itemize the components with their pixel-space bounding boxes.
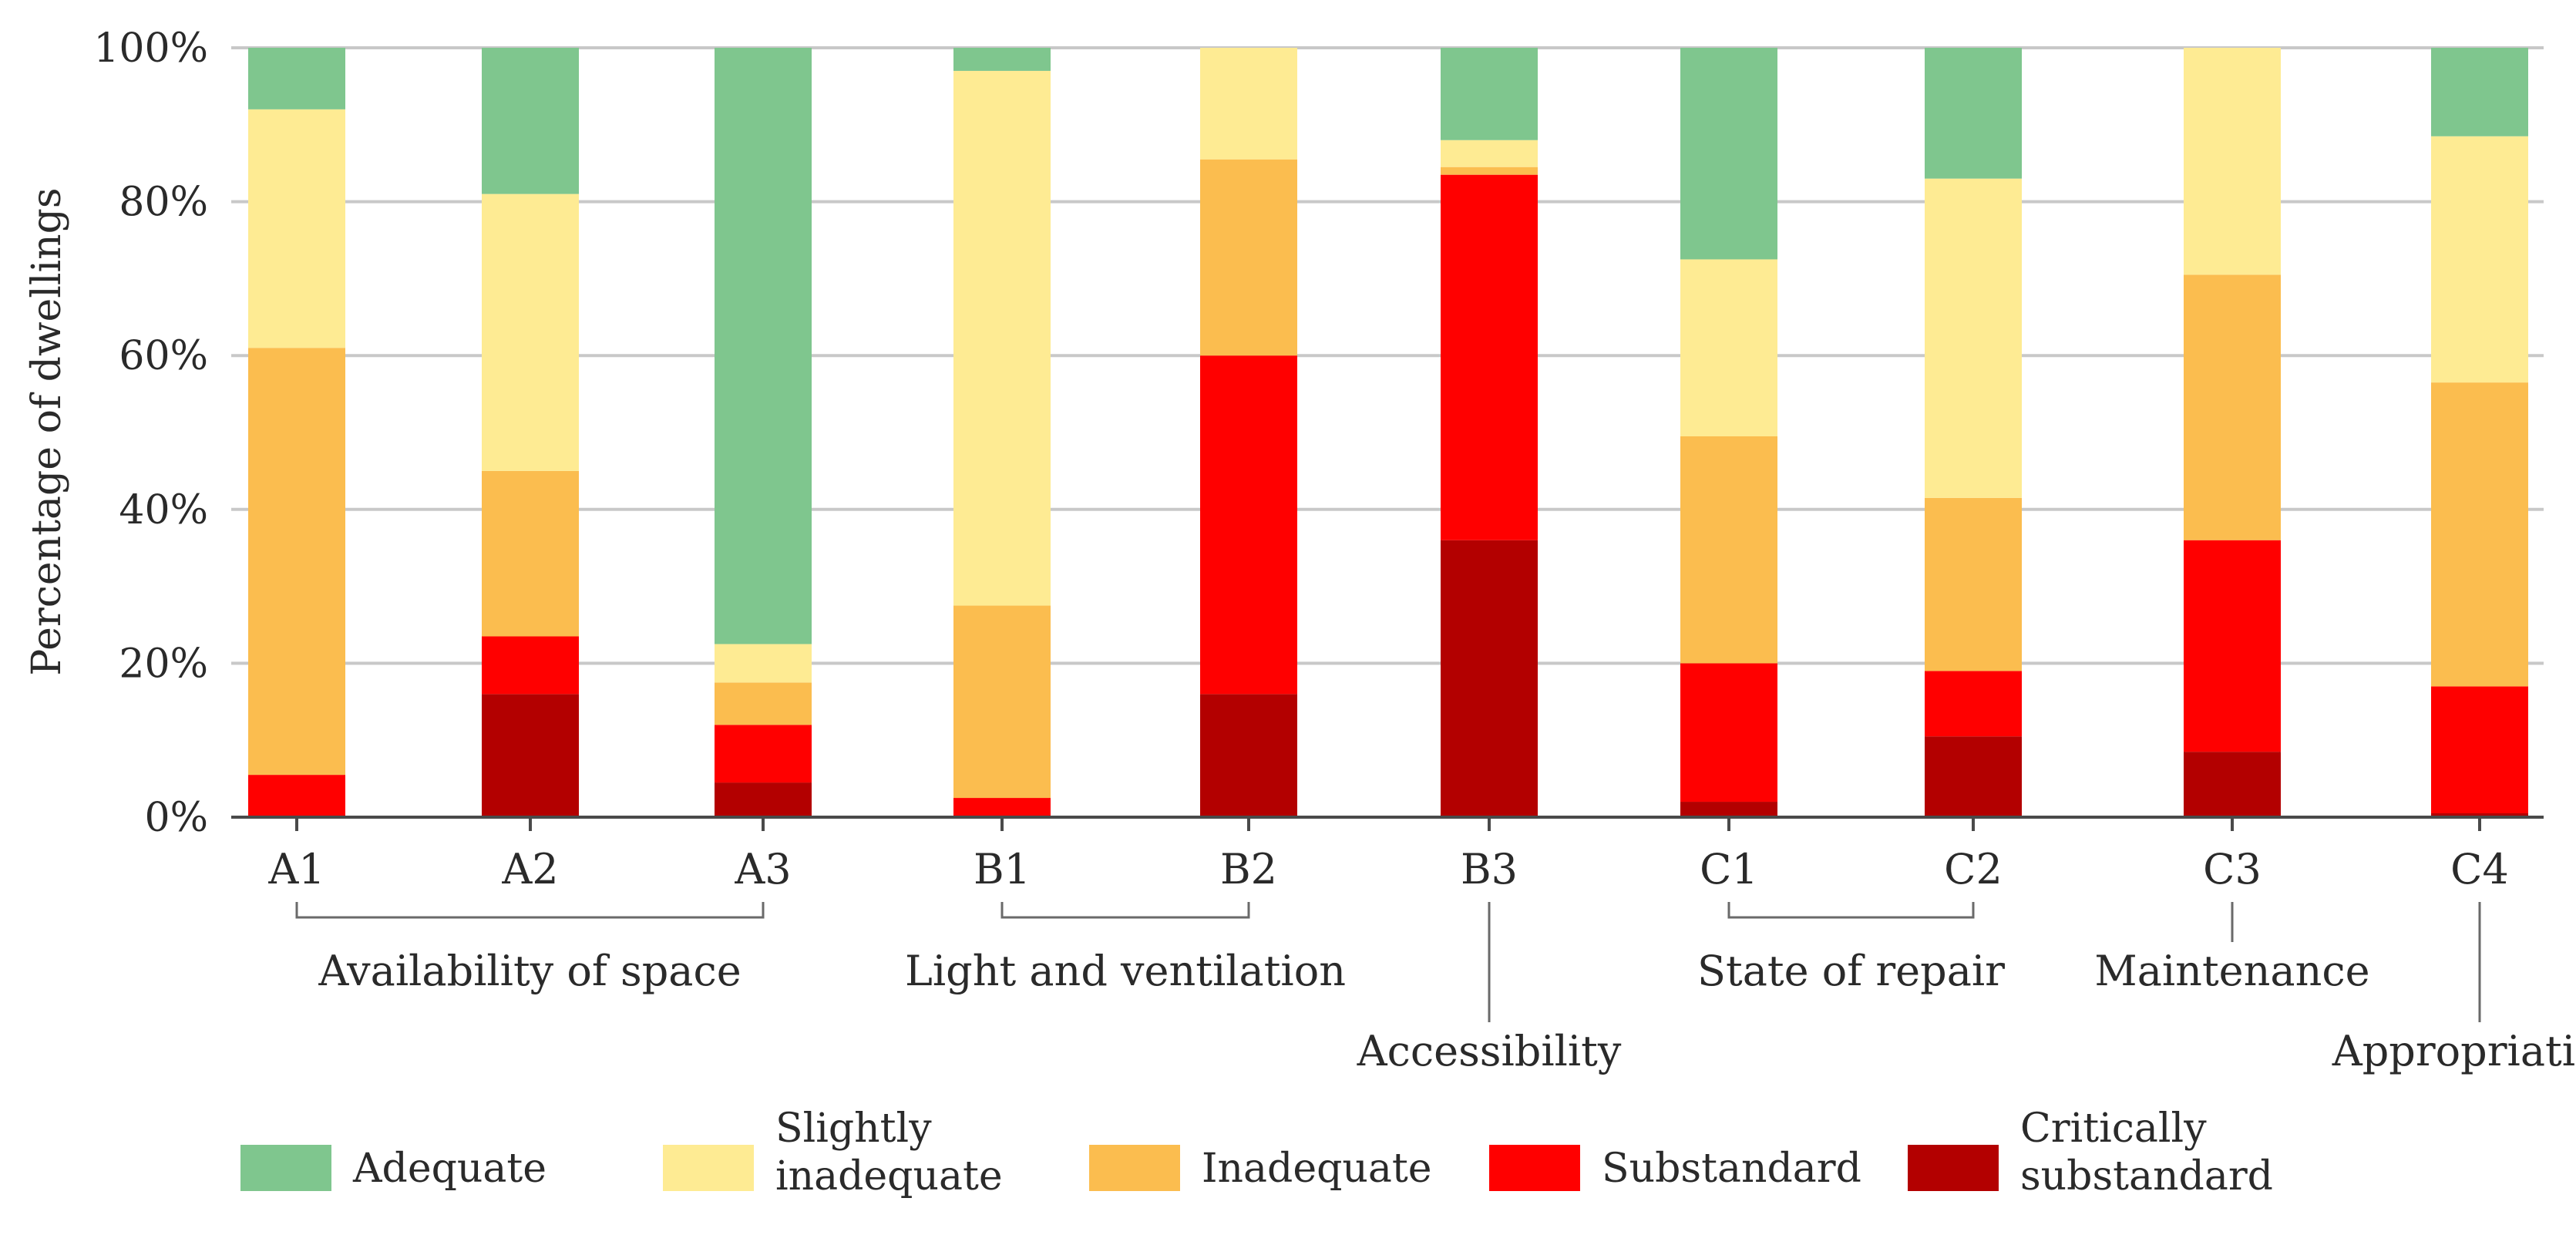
bar-segment-c2-substandard xyxy=(1925,671,2022,737)
bar-segment-b1-substandard xyxy=(953,798,1051,817)
x-tick-label: B2 xyxy=(1220,845,1277,893)
x-tick-label: A3 xyxy=(734,845,791,893)
bar-segment-c4-inadequate xyxy=(2431,382,2528,687)
x-tick-label: A2 xyxy=(501,845,558,893)
bar-segment-b2-slightly-inadequate xyxy=(1200,48,1297,160)
y-axis-title: Percentage of dwellings xyxy=(24,187,70,675)
group-label: Appropriation xyxy=(2332,1027,2576,1075)
bar-segment-c3-critically-substandard xyxy=(2184,752,2281,817)
bar-segment-a1-slightly-inadequate xyxy=(248,109,345,348)
bar-segment-a1-adequate xyxy=(248,48,345,109)
group-bracket xyxy=(1000,902,1250,919)
group-label: Accessibility xyxy=(1357,1027,1622,1075)
bar-segment-a3-critically-substandard xyxy=(715,782,812,817)
bar-segment-b2-substandard xyxy=(1200,355,1297,695)
bar-segment-c3-slightly-inadequate xyxy=(2184,48,2281,275)
group-label: Light and ventilation xyxy=(905,947,1346,995)
legend-label: Slightly xyxy=(775,1105,932,1152)
y-tick-label: 100% xyxy=(93,25,208,72)
group-label: State of repair xyxy=(1697,947,2005,995)
x-tick-label: A1 xyxy=(267,845,325,893)
bar-segment-a2-slightly-inadequate xyxy=(482,193,579,471)
bar-segment-c2-inadequate xyxy=(1925,497,2022,671)
bar-segment-b3-substandard xyxy=(1441,174,1538,540)
bar-segment-b3-slightly-inadequate xyxy=(1441,140,1538,167)
legend-swatch xyxy=(1089,1145,1180,1191)
bar-segment-c2-slightly-inadequate xyxy=(1925,178,2022,498)
bar-segment-c3-inadequate xyxy=(2184,274,2281,540)
bar-segment-a2-inadequate xyxy=(482,470,579,637)
group-bracket xyxy=(1727,902,1975,919)
legend-label: Critically xyxy=(2020,1105,2207,1152)
bar-segment-b3-inadequate xyxy=(1441,167,1538,175)
y-tick-label: 40% xyxy=(119,487,208,533)
legend-label: Inadequate xyxy=(1202,1146,1432,1192)
y-tick-label: 80% xyxy=(119,180,208,226)
bar-segment-a2-critically-substandard xyxy=(482,694,579,817)
x-tick-label: B3 xyxy=(1461,845,1518,893)
axes: 0% 20% 40% 60% 80% 100% A1 A2 A3 B1 B2 B3 C1 C2 C3 C4 xyxy=(93,25,2544,893)
bar-segment-b2-inadequate xyxy=(1200,159,1297,356)
bar-segment-c1-critically-substandard xyxy=(1680,802,1777,817)
x-tick-label: B1 xyxy=(974,845,1031,893)
group-bracket xyxy=(295,902,765,919)
bar-segment-c4-slightly-inadequate xyxy=(2431,136,2528,383)
group-labels: Availability of space Light and ventilati… xyxy=(295,902,2576,1075)
y-tick-label: 20% xyxy=(119,641,208,687)
bar-segment-c3-substandard xyxy=(2184,540,2281,752)
bar-segment-a2-adequate xyxy=(482,48,579,194)
bar-segment-c4-substandard xyxy=(2431,686,2528,814)
bar-segment-b1-slightly-inadequate xyxy=(953,70,1051,606)
gridlines xyxy=(231,46,2544,665)
bar-segment-b2-critically-substandard xyxy=(1200,694,1297,817)
bar-segment-a3-inadequate xyxy=(715,682,812,725)
legend-swatch xyxy=(240,1145,331,1191)
bar-segment-a3-substandard xyxy=(715,725,812,783)
bar-segment-c2-adequate xyxy=(1925,48,2022,179)
bar-segment-c1-inadequate xyxy=(1680,436,1777,664)
bar-segment-c1-slightly-inadequate xyxy=(1680,259,1777,436)
bar-segment-c1-substandard xyxy=(1680,663,1777,803)
bar-segment-c4-adequate xyxy=(2431,48,2528,136)
legend-label: substandard xyxy=(2020,1153,2273,1200)
y-tick-label: 60% xyxy=(119,333,208,379)
bar-segment-c4-critically-substandard xyxy=(2431,813,2528,817)
bar-segment-b3-critically-substandard xyxy=(1441,540,1538,817)
bar-segment-a3-adequate xyxy=(715,48,812,644)
bars xyxy=(248,48,2528,817)
bar-segment-c1-adequate xyxy=(1680,48,1777,260)
bar-segment-a3-slightly-inadequate xyxy=(715,644,812,683)
x-tick-label: C4 xyxy=(2450,845,2509,893)
bar-segment-a1-substandard xyxy=(248,775,345,817)
legend-swatch xyxy=(1489,1145,1580,1191)
y-tick-label: 0% xyxy=(145,795,209,841)
legend-swatch xyxy=(1908,1145,1999,1191)
legend-swatch xyxy=(663,1145,754,1191)
x-tick-label: C1 xyxy=(1700,845,1758,893)
bar-segment-a1-inadequate xyxy=(248,348,345,776)
group-label: Availability of space xyxy=(318,947,741,995)
legend-label: Substandard xyxy=(1602,1146,1861,1192)
group-label: Maintenance xyxy=(2094,947,2369,995)
bar-segment-a2-substandard xyxy=(482,636,579,695)
bar-segment-b1-adequate xyxy=(953,48,1051,71)
x-tick-label: C2 xyxy=(1944,845,2003,893)
x-tick-label: C3 xyxy=(2203,845,2262,893)
legend-label: inadequate xyxy=(775,1153,1003,1200)
bar-segment-b1-inadequate xyxy=(953,605,1051,799)
bar-segment-b3-adequate xyxy=(1441,48,1538,140)
bar-segment-c2-critically-substandard xyxy=(1925,736,2022,817)
legend-label: Adequate xyxy=(352,1146,546,1192)
